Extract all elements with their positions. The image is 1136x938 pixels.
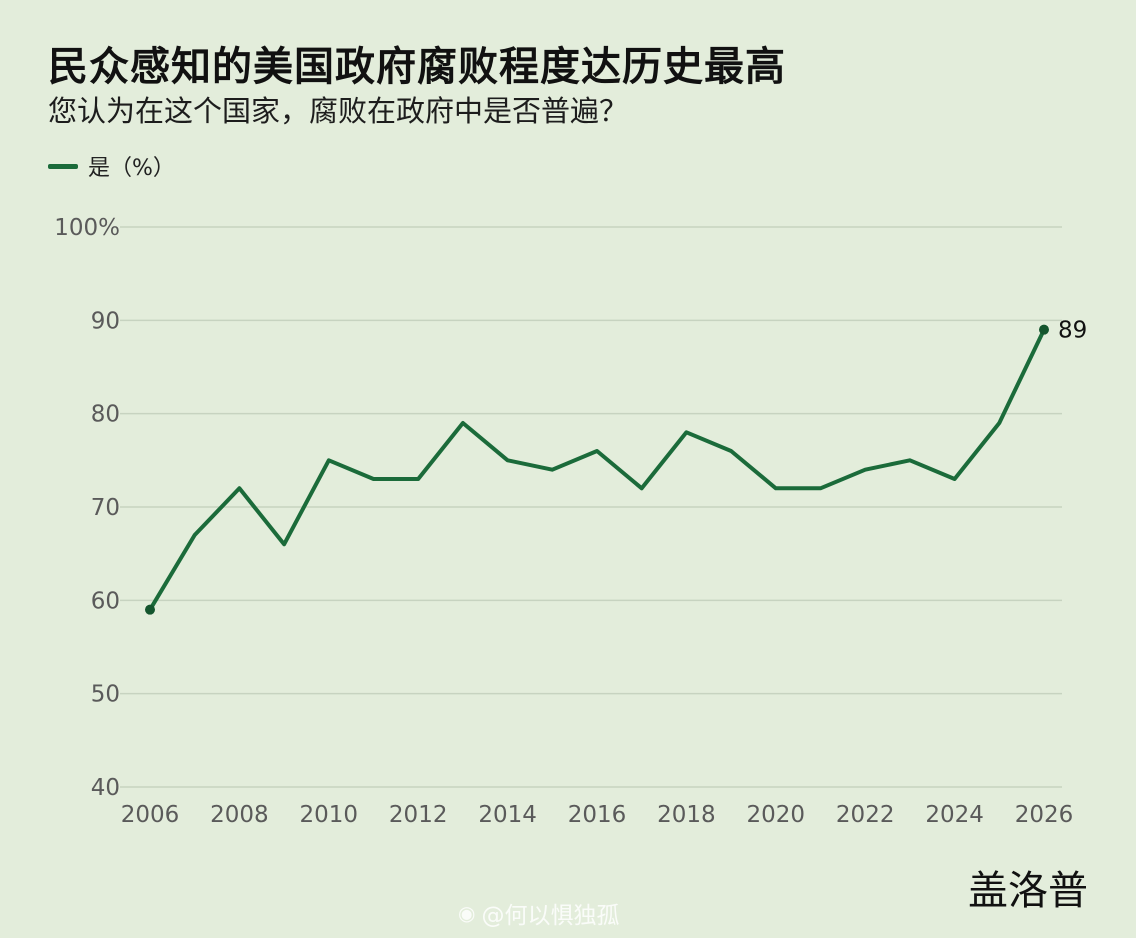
y-tick-label: 80	[91, 402, 120, 428]
source-label: 盖洛普	[968, 868, 1088, 914]
legend-swatch	[48, 163, 78, 169]
y-tick-label: 100%	[54, 215, 120, 241]
y-tick-label: 70	[91, 495, 120, 521]
legend: 是（%）	[48, 150, 175, 182]
weibo-icon: ◉	[458, 901, 476, 925]
x-tick-label: 2016	[568, 802, 627, 828]
data-point	[145, 604, 155, 615]
x-tick-label: 2010	[300, 802, 359, 828]
y-tick-label: 60	[91, 588, 120, 614]
y-tick-label: 50	[91, 682, 120, 708]
x-tick-label: 2018	[657, 802, 716, 828]
chart-title: 民众感知的美国政府腐败程度达历史最高	[48, 44, 786, 90]
x-tick-label: 2014	[478, 802, 537, 828]
legend-label: 是（%）	[88, 156, 175, 181]
data-label: 89	[1058, 318, 1087, 344]
watermark-text: @何以惧独孤	[481, 903, 620, 929]
x-tick-label: 2012	[389, 802, 448, 828]
data-point	[1039, 324, 1049, 335]
x-tick-label: 2024	[925, 802, 984, 828]
y-tick-label: 90	[91, 308, 120, 334]
x-tick-label: 2006	[121, 802, 180, 828]
series-line	[148, 327, 1046, 612]
x-tick-label: 2022	[836, 802, 895, 828]
y-tick-label: 40	[91, 775, 120, 801]
x-tick-label: 2008	[210, 802, 269, 828]
x-tick-label: 2026	[1015, 802, 1074, 828]
x-tick-label: 2020	[747, 802, 806, 828]
watermark: ◉ @何以惧独孤	[458, 896, 619, 930]
chart-subtitle: 您认为在这个国家，腐败在政府中是否普遍？	[48, 94, 629, 128]
